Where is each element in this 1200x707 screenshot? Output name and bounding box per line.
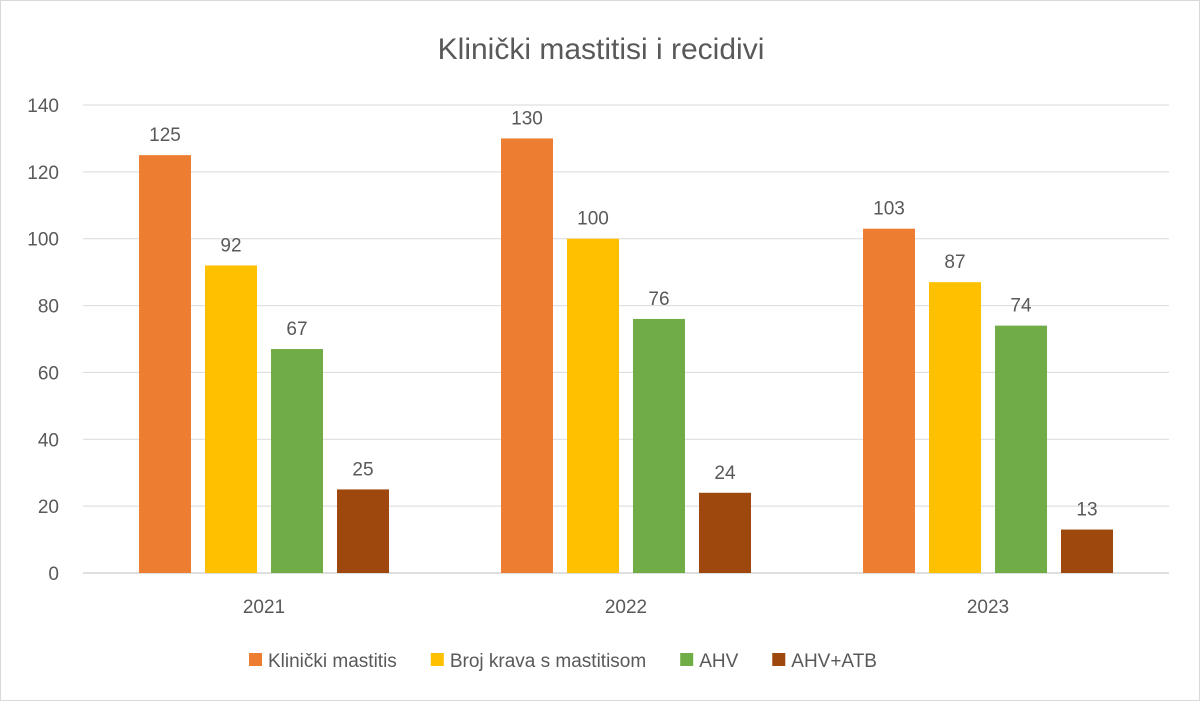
chart-title: Klinički mastitisi i recidivi <box>438 33 765 66</box>
bar <box>271 349 323 573</box>
data-label: 92 <box>220 235 241 256</box>
y-tick-label: 40 <box>38 430 59 451</box>
y-tick-label: 120 <box>27 163 59 184</box>
bar <box>139 155 191 573</box>
bar <box>863 228 915 573</box>
x-tick-label: 2022 <box>605 597 647 618</box>
data-label: 24 <box>714 463 736 484</box>
bar <box>501 138 553 573</box>
y-tick-label: 60 <box>38 363 59 384</box>
bar <box>567 238 619 573</box>
y-tick-label: 140 <box>27 96 59 117</box>
bar <box>337 489 389 573</box>
legend-label: AHV <box>699 651 738 672</box>
legend-label: Broj krava s mastitisom <box>450 651 646 672</box>
data-label: 13 <box>1076 500 1097 521</box>
legend-swatch <box>772 653 786 666</box>
y-tick-label: 100 <box>27 230 59 251</box>
legend-label: AHV+ATB <box>791 651 877 672</box>
data-label: 125 <box>149 125 181 146</box>
x-tick-label: 2023 <box>967 597 1009 618</box>
bar <box>995 325 1047 573</box>
data-label: 87 <box>944 252 965 273</box>
legend-label: Klinički mastitis <box>268 651 397 672</box>
legend-swatch <box>430 653 444 666</box>
bar <box>1061 529 1113 573</box>
data-label: 76 <box>648 289 669 310</box>
data-label: 130 <box>511 108 543 129</box>
bar <box>929 282 981 573</box>
legend-swatch <box>680 653 694 666</box>
y-tick-label: 20 <box>38 497 59 518</box>
x-tick-label: 2021 <box>243 597 285 618</box>
legend-swatch <box>249 653 262 666</box>
data-label: 25 <box>352 459 373 480</box>
y-tick-label: 80 <box>38 297 59 318</box>
bar <box>699 492 751 573</box>
data-label: 103 <box>873 199 905 220</box>
data-label: 74 <box>1010 296 1032 317</box>
y-tick-label: 0 <box>48 564 59 585</box>
data-label: 100 <box>577 209 609 230</box>
data-label: 67 <box>286 319 307 340</box>
bar <box>633 318 685 573</box>
bar <box>205 265 257 573</box>
